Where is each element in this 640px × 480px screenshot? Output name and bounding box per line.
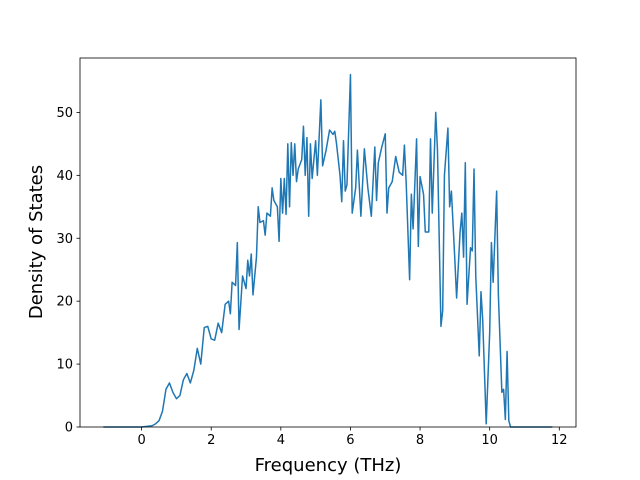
y-tick-label: 40 [56,169,73,184]
x-tick-label: 12 [551,433,568,448]
data-line [103,73,553,428]
y-tick-label: 20 [56,295,73,310]
x-tick-label: 4 [277,433,285,448]
x-tick-label: 8 [416,433,424,448]
y-tick-label: 0 [65,421,73,436]
y-axis-label: Density of States [26,165,47,319]
x-axis-label: Frequency (THz) [255,455,402,476]
x-tick-label: 10 [481,433,498,448]
plot-frame [79,57,577,428]
x-tick-label: 6 [346,433,354,448]
x-tick-label: 0 [137,433,145,448]
y-tick-label: 10 [56,358,73,373]
x-tick-label: 2 [207,433,215,448]
y-tick-label: 30 [56,232,73,247]
y-tick-label: 50 [56,106,73,121]
